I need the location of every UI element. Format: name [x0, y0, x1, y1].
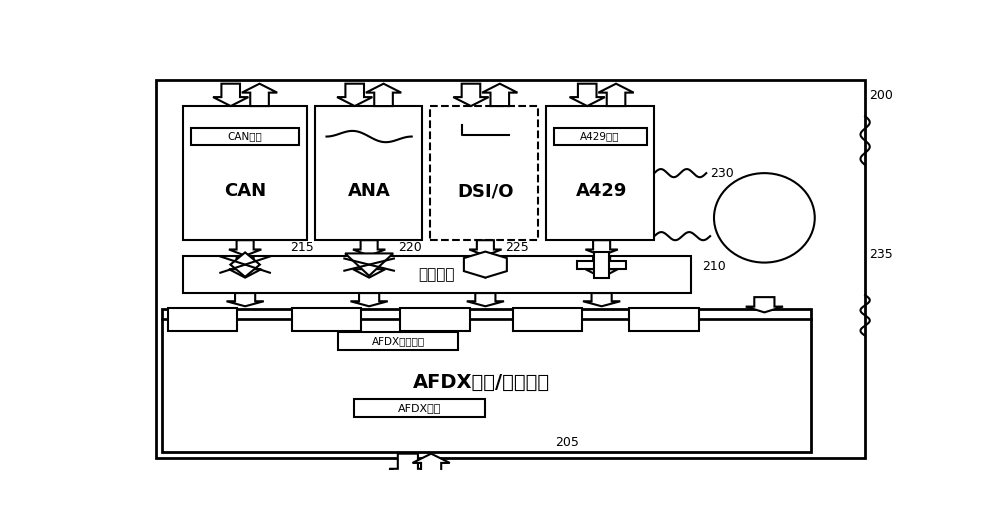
Bar: [554, 128, 647, 145]
Text: 210: 210: [702, 260, 726, 273]
Text: CAN: CAN: [224, 183, 266, 201]
Bar: [168, 308, 237, 331]
FancyArrow shape: [353, 257, 385, 278]
FancyArrow shape: [242, 83, 277, 106]
Text: 230: 230: [710, 167, 734, 180]
Text: A429字节: A429字节: [580, 131, 620, 142]
Bar: [338, 332, 458, 350]
Text: AFDX有效载荷: AFDX有效载荷: [372, 336, 425, 346]
Text: 220: 220: [399, 241, 422, 253]
FancyArrow shape: [746, 297, 783, 313]
Bar: [546, 106, 654, 240]
FancyArrow shape: [226, 293, 264, 306]
Text: A429: A429: [576, 183, 627, 201]
Bar: [629, 308, 698, 331]
Text: 235: 235: [869, 248, 893, 261]
Bar: [183, 106, 307, 240]
FancyArrow shape: [585, 240, 618, 256]
Bar: [292, 308, 361, 331]
Text: 215: 215: [290, 241, 314, 253]
FancyArrow shape: [583, 293, 620, 306]
Text: AFDX框架: AFDX框架: [398, 403, 441, 413]
FancyArrow shape: [366, 83, 401, 106]
Polygon shape: [230, 252, 260, 277]
Bar: [162, 309, 811, 451]
FancyArrow shape: [412, 454, 450, 478]
Polygon shape: [345, 253, 393, 276]
FancyArrow shape: [353, 240, 385, 256]
Bar: [430, 106, 538, 240]
Text: 转换函数: 转换函数: [419, 267, 455, 282]
Bar: [400, 308, 470, 331]
Bar: [315, 106, 422, 240]
FancyArrow shape: [453, 83, 489, 106]
FancyArrow shape: [389, 454, 427, 478]
FancyArrow shape: [570, 83, 605, 106]
FancyArrow shape: [337, 83, 372, 106]
FancyArrow shape: [598, 83, 634, 106]
Text: ANA: ANA: [348, 183, 390, 201]
FancyArrow shape: [482, 83, 517, 106]
FancyArrow shape: [585, 257, 618, 278]
Text: 200: 200: [869, 89, 893, 102]
FancyArrow shape: [229, 240, 261, 256]
Text: 205: 205: [555, 436, 579, 449]
Bar: [354, 399, 485, 417]
Text: DSI/O: DSI/O: [457, 183, 514, 201]
Bar: [577, 260, 626, 269]
Bar: [594, 252, 609, 278]
Text: CAN讯框: CAN讯框: [228, 131, 262, 142]
Bar: [183, 257, 691, 293]
FancyArrow shape: [469, 240, 502, 256]
Text: 225: 225: [505, 241, 528, 253]
Bar: [191, 128, 299, 145]
Text: AFDX输入/输出接口: AFDX输入/输出接口: [413, 373, 550, 392]
Polygon shape: [464, 252, 507, 278]
FancyArrow shape: [467, 293, 504, 306]
Bar: [512, 308, 582, 331]
FancyArrow shape: [469, 257, 502, 278]
FancyArrow shape: [213, 83, 248, 106]
FancyArrow shape: [350, 293, 388, 306]
FancyArrow shape: [229, 257, 261, 278]
